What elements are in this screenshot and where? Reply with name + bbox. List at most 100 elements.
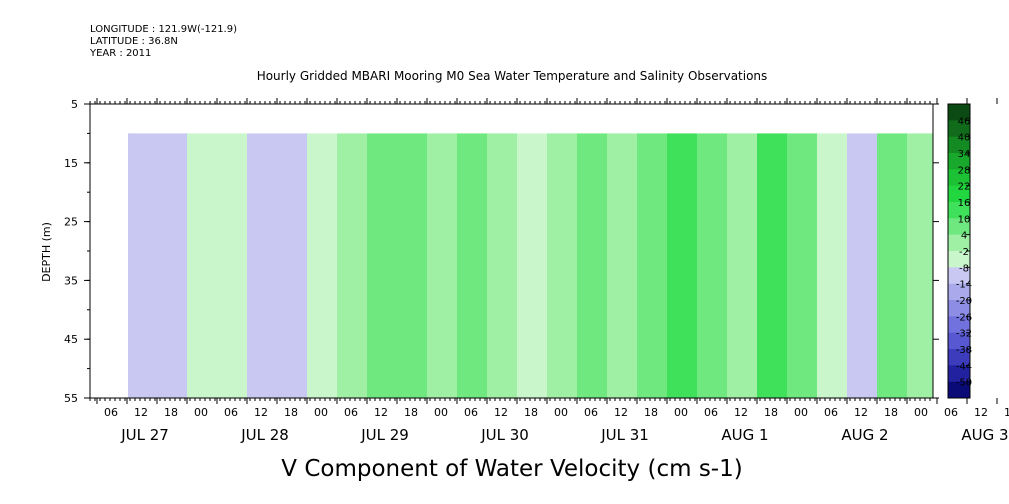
x-tick-label: 06 bbox=[104, 406, 118, 419]
y-tick-label: 25 bbox=[64, 216, 78, 229]
y-axis-label: DEPTH (m) bbox=[40, 222, 53, 282]
heatmap-cell bbox=[397, 133, 427, 398]
colorbar-label: 16 bbox=[958, 198, 971, 209]
x-axis-label: V Component of Water Velocity (cm s-1) bbox=[281, 456, 742, 482]
colorbar-label: 10 bbox=[958, 214, 971, 225]
heatmap-cell bbox=[367, 133, 397, 398]
x-tick-label: 18 bbox=[404, 406, 418, 419]
x-tick-label: 06 bbox=[704, 406, 718, 419]
heatmap-cell bbox=[457, 133, 487, 398]
colorbar-swatch bbox=[948, 316, 970, 334]
x-tick-label: 06 bbox=[344, 406, 358, 419]
x-day-label: AUG 2 bbox=[841, 426, 888, 444]
colorbar-label: -50 bbox=[956, 378, 972, 389]
x-day-label: JUL 30 bbox=[480, 426, 529, 444]
y-tick-label: 5 bbox=[71, 98, 78, 111]
colorbar-label: -20 bbox=[956, 296, 972, 307]
x-tick-label: 00 bbox=[194, 406, 208, 419]
heatmap-cell bbox=[697, 133, 727, 398]
x-tick-label: 18 bbox=[284, 406, 298, 419]
heatmap-cell bbox=[247, 133, 277, 398]
x-tick-label: 12 bbox=[134, 406, 148, 419]
colorbar-swatch bbox=[948, 218, 970, 236]
x-tick-label: 12 bbox=[974, 406, 988, 419]
colorbar-label: 40 bbox=[958, 133, 971, 144]
colorbar-label: -32 bbox=[956, 329, 972, 340]
x-tick-label: 00 bbox=[314, 406, 328, 419]
colorbar-swatch bbox=[948, 153, 970, 170]
colorbar: 46 40 34 28 22 16 10 4 -2 -8 -14 -20 -26 -32 -38 -44 -50 bbox=[947, 103, 972, 399]
x-day-label: JUL 27 bbox=[120, 426, 169, 444]
x-tick-label: 06 bbox=[464, 406, 478, 419]
x-tick-label: 00 bbox=[794, 406, 808, 419]
x-tick-label: 12 bbox=[854, 406, 868, 419]
x-tick-label: 18 bbox=[1004, 406, 1009, 419]
colorbar-swatch bbox=[948, 120, 970, 138]
x-tick-label: 18 bbox=[644, 406, 658, 419]
colorbar-label: 28 bbox=[958, 165, 971, 176]
colorbar-swatch bbox=[948, 234, 970, 252]
y-tick-label: 55 bbox=[64, 392, 78, 405]
year-label: YEAR : 2011 bbox=[90, 48, 152, 59]
colorbar-label: 34 bbox=[958, 149, 971, 160]
x-tick-label: 12 bbox=[254, 406, 268, 419]
x-tick-label: 12 bbox=[374, 406, 388, 419]
x-day-label: JUL 31 bbox=[600, 426, 649, 444]
x-tick-label: 12 bbox=[734, 406, 748, 419]
heatmap-cell bbox=[487, 133, 517, 398]
heatmap-cell bbox=[757, 133, 787, 398]
colorbar-swatch bbox=[948, 185, 970, 203]
heatmap-cell bbox=[817, 133, 847, 398]
colorbar-label: -44 bbox=[956, 361, 972, 372]
colorbar-swatch bbox=[948, 202, 970, 219]
colorbar-swatch bbox=[948, 381, 970, 399]
heatmap-cell bbox=[847, 133, 877, 398]
heatmap-cell bbox=[727, 133, 757, 398]
colorbar-label: 22 bbox=[958, 182, 971, 193]
metadata-block: LONGITUDE : 121.9W(-121.9) LATITUDE : 36… bbox=[90, 24, 237, 60]
heatmap-cell bbox=[667, 133, 697, 398]
colorbar-label: -26 bbox=[956, 312, 972, 323]
colorbar-swatch bbox=[948, 136, 970, 154]
heatmap-cell bbox=[637, 133, 667, 398]
colorbar-swatch bbox=[948, 300, 970, 317]
colorbar-swatch bbox=[948, 349, 970, 366]
y-tick-label: 45 bbox=[64, 333, 78, 346]
colorbar-label: -14 bbox=[956, 280, 972, 291]
x-tick-label: 18 bbox=[764, 406, 778, 419]
y-tick-label: 15 bbox=[64, 157, 78, 170]
longitude-label: LONGITUDE : 121.9W(-121.9) bbox=[90, 24, 237, 35]
x-tick-label: 18 bbox=[164, 406, 178, 419]
x-day-label: AUG 3 bbox=[961, 426, 1008, 444]
heatmap-cell bbox=[517, 133, 547, 398]
x-tick-label: 12 bbox=[614, 406, 628, 419]
x-day-label: JUL 29 bbox=[360, 426, 409, 444]
colorbar-swatch bbox=[948, 267, 970, 285]
heatmap-cell bbox=[307, 133, 337, 398]
x-tick-label: 06 bbox=[584, 406, 598, 419]
axes: 5 15 25 35 45 55 06 12 18 00 06 12 18 00 06 12 18 00 06 12 1… bbox=[64, 98, 1009, 444]
heatmap-cell bbox=[907, 133, 933, 398]
x-tick-label: 06 bbox=[224, 406, 238, 419]
heatmap-cell bbox=[577, 133, 607, 398]
colorbar-swatch bbox=[948, 251, 970, 268]
colorbar-label: -2 bbox=[959, 247, 969, 258]
colorbar-swatch bbox=[948, 365, 970, 383]
x-tick-label: 00 bbox=[674, 406, 688, 419]
x-day-label: AUG 1 bbox=[721, 426, 768, 444]
x-tick-label: 00 bbox=[434, 406, 448, 419]
chart-title: Hourly Gridded MBARI Mooring M0 Sea Wate… bbox=[257, 69, 768, 83]
heatmap-cell bbox=[277, 133, 307, 398]
heatmap-cell bbox=[787, 133, 817, 398]
x-tick-label: 18 bbox=[524, 406, 538, 419]
plot-area bbox=[90, 104, 933, 398]
y-tick-label: 35 bbox=[64, 274, 78, 287]
heatmap-cell bbox=[547, 133, 577, 398]
heatmap-cell bbox=[128, 133, 130, 398]
x-tick-label: 06 bbox=[824, 406, 838, 419]
heatmap-cell bbox=[128, 133, 157, 398]
x-tick-label: 06 bbox=[944, 406, 958, 419]
heatmap-cell bbox=[217, 133, 247, 398]
heatmap-cell bbox=[607, 133, 637, 398]
